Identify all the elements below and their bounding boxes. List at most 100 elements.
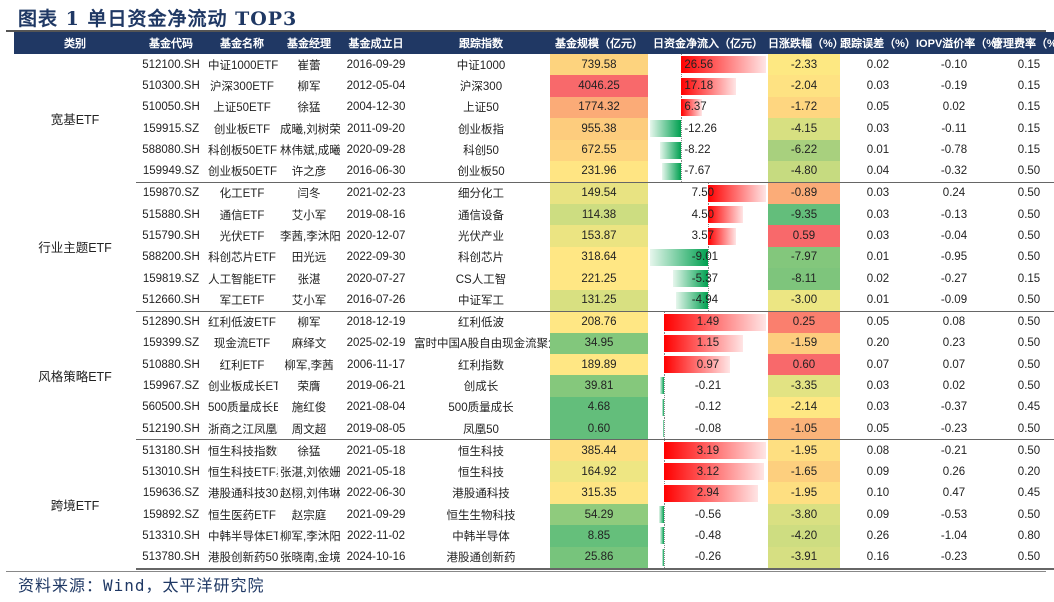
fund-name-cell: 人工智能ETF: [208, 273, 276, 286]
category-cell: 宽基ETF: [50, 112, 100, 127]
tracking-error-cell: 0.01: [866, 144, 890, 157]
fund-code-cell: 513780.SH: [136, 546, 206, 570]
iopv-premium-cell: -0.09: [916, 289, 992, 312]
col-header-iopv-premium: IOPV溢价率（%）: [916, 32, 1007, 54]
aum-cell: 39.81: [550, 375, 648, 397]
fund-manager-cell: 许之彦: [278, 160, 340, 183]
table-row: 159949.SZ 创业板50ETF 许之彦 2016-06-30 创业板50 231.9…: [14, 160, 1054, 183]
fund-code-cell: 510300.SH: [142, 80, 200, 93]
daily-change-cell: -1.59: [768, 332, 840, 354]
tracking-error-cell: 0.02: [866, 272, 890, 285]
table-row: 515790.SH 光伏ETF 李茜,李沐阳 2020-12-07 光伏产业 153.87…: [14, 225, 1054, 247]
aum-cell: 25.86: [550, 546, 648, 570]
flow-axis-line: [663, 375, 665, 397]
inception-date-cell: 2016-06-30: [340, 160, 412, 183]
inception-date-cell: 2025-02-19: [346, 337, 406, 350]
fund-name-cell: 恒生医药ETF: [208, 509, 276, 522]
col-header-tracking-error: 跟踪误差（%）: [840, 32, 916, 54]
outflow-bar: [661, 398, 664, 416]
iopv-premium-cell: -0.32: [916, 160, 992, 183]
aum-cell: 4046.25: [550, 75, 648, 97]
flow-axis-line: [708, 268, 709, 290]
fund-name-cell: 红利ETF: [219, 359, 265, 372]
fund-code-cell: 159915.SZ: [142, 122, 200, 135]
management-fee-cell: 0.50: [992, 418, 1054, 441]
outflow-bar: [662, 420, 664, 438]
fund-manager-cell: 林伟斌,成曦: [280, 145, 340, 158]
inception-date-cell: 2021-08-04: [346, 401, 406, 414]
outflow-bar: [659, 527, 664, 545]
flow-axis-line: [663, 546, 665, 567]
inception-date-cell: 2019-08-05: [340, 418, 412, 441]
fund-manager-cell: 艾小军: [291, 209, 327, 222]
net-flow-cell: -0.08: [648, 418, 768, 441]
flow-axis-line: [681, 118, 683, 140]
flow-axis-line: [681, 139, 683, 161]
net-flow-value: 6.37: [684, 101, 707, 114]
daily-change-cell: -7.97: [768, 246, 840, 269]
aum-cell: 164.92: [550, 461, 648, 483]
tracking-index-cell: 细分化工: [458, 188, 504, 201]
net-flow-value: -12.26: [684, 122, 717, 135]
management-fee-cell: 0.50: [1017, 444, 1041, 457]
daily-change-cell: -1.95: [768, 482, 840, 504]
net-flow-cell: 1.49: [648, 311, 768, 333]
inflow-bar: [681, 56, 766, 74]
inception-date-cell: 2012-05-04: [346, 80, 406, 93]
fund-name-cell: 沪深300ETF: [210, 81, 274, 94]
tracking-index-cell: CS人工智: [455, 273, 507, 286]
net-flow-value: -5.37: [691, 272, 718, 285]
iopv-premium-cell: -0.53: [940, 508, 968, 521]
inception-date-cell: 2006-11-17: [347, 358, 405, 371]
fund-name-cell: 创业板成长ETF: [208, 380, 278, 393]
col-header-aum: 基金规模（亿元）: [550, 32, 648, 54]
inflow-bar: [663, 484, 758, 502]
daily-change-cell: -3.00: [768, 289, 840, 312]
fund-name-cell: 恒生科技ETF易方达: [208, 466, 278, 479]
fund-manager-cell: 成曦,刘树荣: [280, 123, 340, 136]
inception-date-cell: 2011-09-20: [347, 122, 405, 135]
aum-cell: 153.87: [550, 225, 648, 247]
fund-manager-cell: 赵栩,刘伟琳: [280, 488, 340, 501]
fund-manager-cell: 麻绎文: [291, 338, 327, 351]
iopv-premium-cell: 0.26: [942, 465, 966, 478]
aum-cell: 221.25: [550, 268, 648, 290]
net-flow-value: -0.48: [694, 529, 722, 542]
iopv-premium-cell: -0.13: [940, 208, 968, 221]
iopv-premium-cell: 0.08: [942, 316, 966, 329]
tracking-error-cell: 0.07: [866, 358, 890, 371]
fund-code-cell: 159870.SZ: [142, 187, 200, 200]
fund-name-cell: 中韩半导体ETF: [208, 530, 278, 543]
fund-code-cell: 588200.SH: [142, 251, 200, 264]
net-flow-cell: 3.19: [648, 440, 768, 462]
table-row: 510050.SH 上证50ETF 徐猛 2004-12-30 上证50 1774.32 6…: [14, 96, 1054, 119]
tracking-index-cell: 500质量成长: [448, 402, 514, 415]
aum-cell: 54.29: [550, 503, 648, 526]
iopv-premium-cell: -0.95: [940, 251, 968, 264]
aum-cell: 114.38: [550, 203, 648, 226]
inflow-bar: [663, 356, 731, 374]
iopv-premium-cell: 0.47: [942, 487, 966, 500]
outflow-bar: [650, 248, 708, 266]
tracking-error-cell: 0.09: [866, 508, 890, 521]
fund-name-cell: 中证1000ETF: [208, 59, 278, 72]
management-fee-cell: 0.15: [1017, 80, 1041, 93]
outflow-bar: [673, 270, 708, 288]
table-row: 588200.SH 科创芯片ETF 田光远 2022-09-30 科创芯片 318.64 -…: [14, 246, 1054, 269]
net-flow-value: -9.01: [691, 251, 718, 264]
iopv-premium-cell: -0.37: [940, 401, 968, 414]
flow-axis-line: [663, 504, 665, 526]
fund-manager-cell: 柳军,李沐阳: [280, 530, 340, 543]
management-fee-cell: 0.15: [1017, 101, 1041, 114]
tracking-index-cell: 创业板指: [458, 123, 504, 136]
net-flow-value: 1.15: [696, 337, 720, 350]
net-flow-value: 0.97: [696, 358, 720, 371]
tracking-index-cell: 富时中国A股自由现金流聚焦指数: [414, 338, 550, 351]
aum-cell: 189.89: [550, 353, 648, 376]
tracking-index-cell: 上证50: [463, 102, 499, 115]
tracking-error-cell: 0.03: [866, 187, 890, 200]
table-row: 159819.SZ 人工智能ETF 张湛 2020-07-27 CS人工智 221.25 -…: [14, 268, 1054, 290]
net-flow-cell: -7.67: [648, 160, 768, 183]
fund-manager-cell: 张湛,刘依姗: [280, 466, 340, 479]
